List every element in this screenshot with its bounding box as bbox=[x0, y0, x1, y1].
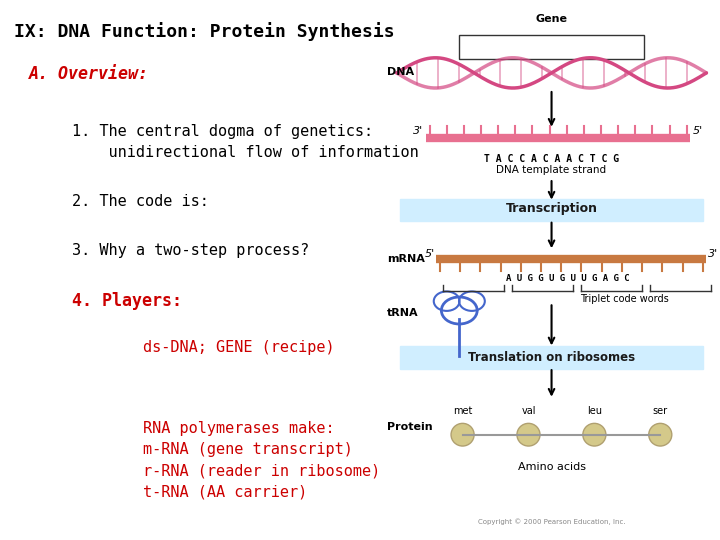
Text: A U G G U G U U G A G C: A U G G U G U U G A G C bbox=[506, 274, 630, 284]
Text: DNA: DNA bbox=[387, 68, 414, 77]
Text: RNA polymerases make:
m-RNA (gene transcript)
r-RNA (reader in ribosome)
t-RNA (: RNA polymerases make: m-RNA (gene transc… bbox=[143, 421, 380, 499]
Text: Transcription: Transcription bbox=[505, 202, 598, 215]
Ellipse shape bbox=[451, 423, 474, 446]
Text: ser: ser bbox=[653, 406, 668, 416]
Text: IX: DNA Function: Protein Synthesis: IX: DNA Function: Protein Synthesis bbox=[14, 22, 395, 40]
Text: Copyright © 2000 Pearson Education, Inc.: Copyright © 2000 Pearson Education, Inc. bbox=[478, 518, 626, 525]
Text: 2. The code is:: 2. The code is: bbox=[71, 194, 209, 210]
Text: ds-DNA; GENE (recipe): ds-DNA; GENE (recipe) bbox=[143, 340, 335, 355]
Text: Amino acids: Amino acids bbox=[518, 462, 585, 472]
Text: mRNA: mRNA bbox=[387, 254, 425, 264]
Ellipse shape bbox=[517, 423, 540, 446]
Ellipse shape bbox=[583, 423, 606, 446]
Text: A. Overview:: A. Overview: bbox=[29, 65, 148, 83]
Text: 3': 3' bbox=[413, 126, 423, 136]
Text: Gene: Gene bbox=[536, 14, 567, 24]
Text: 1. The central dogma of genetics:
    unidirectional flow of information: 1. The central dogma of genetics: unidir… bbox=[71, 124, 418, 160]
Text: 5': 5' bbox=[425, 249, 435, 259]
Text: tRNA: tRNA bbox=[387, 308, 418, 318]
Text: 3': 3' bbox=[708, 249, 718, 259]
FancyBboxPatch shape bbox=[400, 346, 703, 369]
Text: Protein: Protein bbox=[387, 422, 433, 431]
Text: met: met bbox=[453, 406, 472, 416]
Text: 4. Players:: 4. Players: bbox=[71, 292, 181, 309]
Text: val: val bbox=[521, 406, 536, 416]
Text: T A C C A C A A C T C G: T A C C A C A A C T C G bbox=[484, 154, 619, 164]
Text: 3. Why a two-step process?: 3. Why a two-step process? bbox=[71, 243, 309, 258]
Ellipse shape bbox=[649, 423, 672, 446]
Text: 5': 5' bbox=[693, 126, 703, 136]
Text: Translation on ribosomes: Translation on ribosomes bbox=[468, 351, 635, 364]
Text: DNA template strand: DNA template strand bbox=[497, 165, 607, 175]
FancyBboxPatch shape bbox=[400, 199, 703, 221]
Text: leu: leu bbox=[587, 406, 602, 416]
Text: Triplet code words: Triplet code words bbox=[580, 294, 668, 305]
